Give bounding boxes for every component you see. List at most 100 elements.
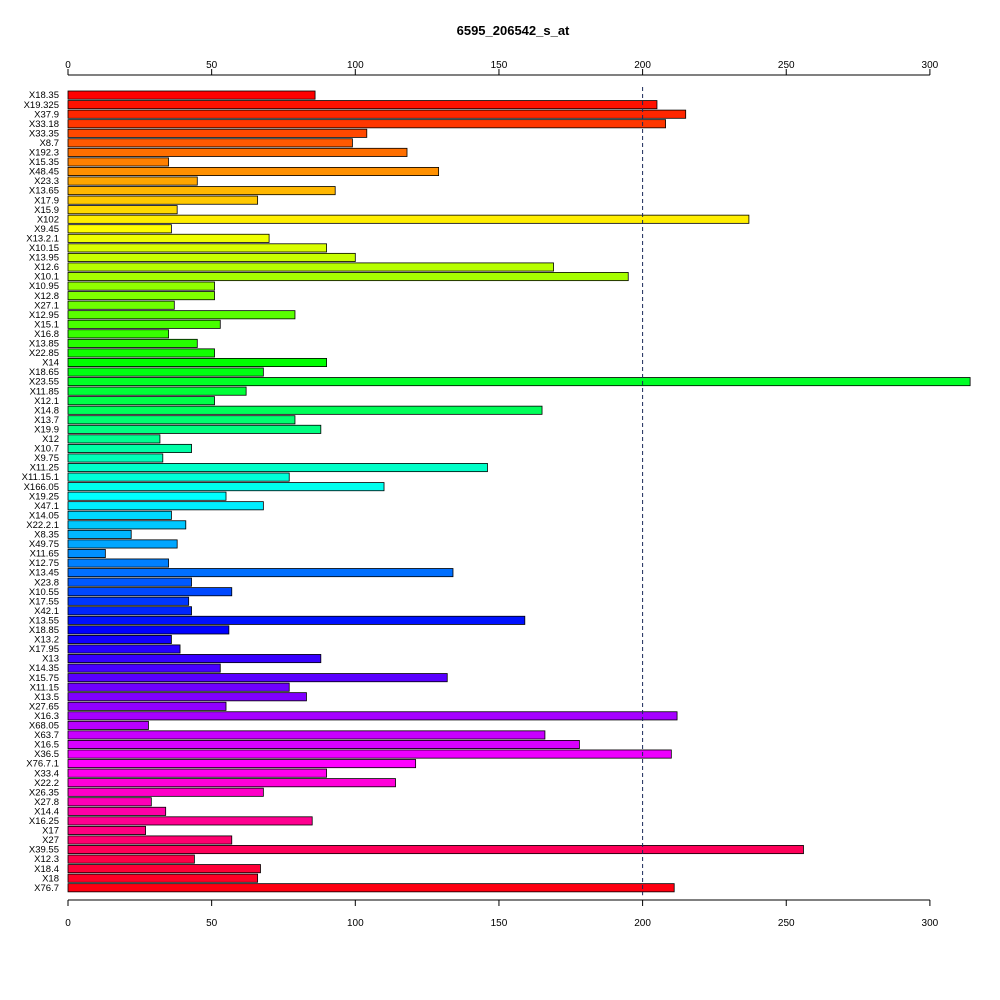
- bar-X13: [67, 654, 322, 664]
- bar-X11.65: [67, 549, 106, 559]
- category-label: X13: [42, 654, 59, 665]
- bar-X63.7: [67, 730, 546, 740]
- bar-X166.05: [67, 482, 385, 492]
- category-label: X12: [42, 434, 59, 445]
- category-label: X16.5: [34, 740, 59, 751]
- bar-X22.2: [67, 778, 396, 788]
- bottom-axis-tick-label: 50: [206, 918, 218, 929]
- bar-X14.05: [67, 510, 172, 520]
- bar-X8.35: [67, 529, 132, 539]
- bottom-axis-tick-label: 300: [922, 918, 939, 929]
- bar-X17.55: [67, 596, 190, 606]
- bar-X102: [67, 214, 750, 224]
- bar-X23.55: [67, 377, 971, 387]
- bar-X76.7: [67, 883, 675, 893]
- category-label: X11.25: [30, 463, 59, 474]
- bar-X13.5: [67, 692, 307, 702]
- category-label: X23.3: [34, 176, 59, 187]
- category-label: X26.35: [29, 787, 59, 798]
- category-label: X10.15: [29, 243, 59, 254]
- category-label: X27: [42, 835, 59, 846]
- category-label: X15.75: [29, 673, 59, 684]
- bar-X16.25: [67, 816, 313, 826]
- category-label: X102: [37, 214, 59, 225]
- category-label: X19.9: [34, 424, 59, 435]
- category-label: X10.55: [29, 587, 59, 598]
- bar-X11.25: [67, 463, 488, 473]
- category-label: X63.7: [34, 730, 59, 741]
- category-label: X17.9: [34, 195, 59, 206]
- bar-X13.85: [67, 338, 198, 348]
- bar-X12: [67, 434, 161, 444]
- bar-X27.65: [67, 701, 227, 711]
- bar-X10.95: [67, 281, 215, 291]
- top-axis-tick-label: 0: [65, 60, 71, 71]
- category-label: X12.95: [29, 310, 59, 321]
- category-label: X13.45: [29, 568, 59, 579]
- category-label: X17.55: [29, 596, 59, 607]
- bottom-axis: 0 50 100 150 200 250 300: [65, 899, 939, 929]
- category-label: X13.5: [34, 692, 59, 703]
- category-label: X10.1: [34, 272, 59, 283]
- category-label: X11.85: [30, 386, 59, 397]
- bar-X22.2.1: [67, 520, 187, 530]
- bar-X18.85: [67, 625, 230, 635]
- bar-X13.55: [67, 615, 526, 625]
- category-label: X14.8: [34, 405, 59, 416]
- category-label: X10.95: [29, 281, 59, 292]
- bar-X19.25: [67, 491, 227, 501]
- bar-X33.4: [67, 768, 327, 778]
- category-label: X16.3: [34, 711, 59, 722]
- bar-X14: [67, 357, 327, 367]
- bar-X14.35: [67, 663, 221, 673]
- top-axis-tick-label: 200: [634, 60, 651, 71]
- bar-X11.85: [67, 386, 247, 396]
- category-label: X16.25: [29, 816, 59, 827]
- category-label: X192.3: [29, 148, 59, 159]
- category-label: X12.8: [34, 291, 59, 302]
- bar-X23.8: [67, 577, 192, 587]
- bar-X13.7: [67, 415, 296, 425]
- category-label: X12.6: [34, 262, 59, 273]
- category-label: X39.55: [29, 845, 59, 856]
- bar-X23.3: [67, 176, 198, 186]
- bar-X18.35: [67, 90, 316, 100]
- category-label: X14.05: [29, 510, 59, 521]
- bottom-axis-tick-label: 250: [778, 918, 795, 929]
- category-label: X42.1: [34, 606, 59, 617]
- category-label: X15.35: [29, 157, 59, 168]
- category-label: X19.25: [29, 491, 59, 502]
- category-label: X12.75: [29, 558, 59, 569]
- bar-X68.05: [67, 720, 149, 730]
- bar-X17.9: [67, 195, 259, 205]
- category-label: X19.325: [24, 100, 59, 111]
- category-label: X76.7.1: [26, 759, 59, 770]
- category-label: X18.35: [29, 90, 59, 101]
- bar-X18.4: [67, 864, 261, 874]
- category-label: X37.9: [34, 109, 59, 120]
- bar-X22.85: [67, 348, 215, 358]
- category-label: X33.35: [29, 128, 59, 139]
- category-label: X166.05: [24, 482, 59, 493]
- bar-X27: [67, 835, 233, 845]
- category-label: X15.9: [34, 205, 59, 216]
- bar-X13.2.1: [67, 233, 270, 243]
- bar-X14.8: [67, 405, 543, 415]
- bar-X33.18: [67, 119, 666, 129]
- bottom-axis-tick-label: 100: [347, 918, 364, 929]
- category-label: X13.95: [29, 253, 59, 264]
- category-label: X8.35: [34, 530, 59, 541]
- bar-X27.1: [67, 300, 175, 310]
- bar-X17.95: [67, 644, 181, 654]
- category-label: X33.18: [29, 119, 59, 130]
- category-label: X14: [42, 358, 59, 369]
- top-axis-tick-label: 50: [206, 60, 218, 71]
- category-label: X11.15: [30, 682, 59, 693]
- category-label: X47.1: [34, 501, 59, 512]
- bar-X9.75: [67, 453, 164, 463]
- bar-X10.7: [67, 443, 192, 453]
- category-label: X17: [42, 826, 59, 837]
- category-label: X8.7: [39, 138, 59, 149]
- category-label: X27.65: [29, 701, 59, 712]
